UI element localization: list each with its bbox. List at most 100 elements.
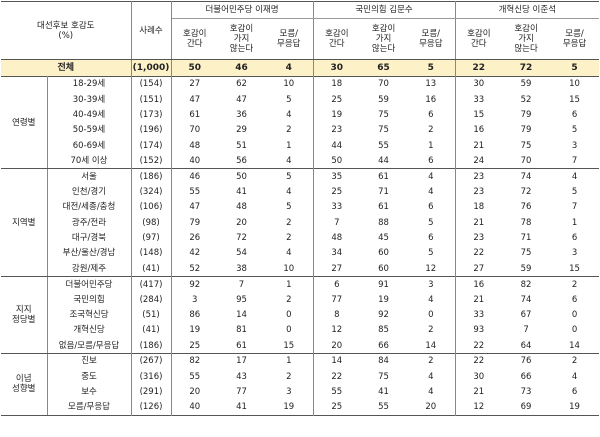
value-cell: 48 <box>189 140 201 151</box>
group-label-line: 성향별 <box>12 384 36 395</box>
col-header-line: 호감이 <box>467 29 491 39</box>
value-cell: 21 <box>473 294 485 305</box>
value-cell: 22 <box>455 59 503 77</box>
value-cell: 91 <box>378 279 389 290</box>
value-cell: 67 <box>520 310 532 321</box>
value-cell: 61 <box>189 109 201 120</box>
sample-size-cell: (1,000) <box>131 59 172 77</box>
value-cell: 70 <box>520 155 532 166</box>
value-cell: 41 <box>236 186 247 197</box>
value-cell: 24 <box>473 155 485 166</box>
value-cell: 0 <box>571 310 578 321</box>
value-cell: 77 <box>331 294 343 305</box>
value-cell: 7 <box>571 155 578 166</box>
col-header-favorable: 호감이 간다 <box>313 18 361 60</box>
value-cell: 7 <box>523 325 529 336</box>
value-cell: 21 <box>473 387 485 397</box>
group-label-line: 지역별 <box>12 217 36 228</box>
row-label: 서울 <box>47 168 132 185</box>
sample-size-cell: (174) <box>131 138 172 154</box>
value-cell: 76 <box>520 202 532 213</box>
value-cell: 16 <box>473 279 485 290</box>
row-label: 중도 <box>47 368 132 385</box>
value-cell: 27 <box>473 263 485 274</box>
table-row: 보수 (291) 20 77 3 55 41 4 21 73 6 <box>1 384 599 400</box>
table-row: 조국혁신당 (51) 86 14 0 8 92 0 33 67 0 <box>1 307 599 323</box>
value-cell: 40 <box>189 402 201 413</box>
row-label: 조국혁신당 <box>47 307 132 323</box>
value-cell: 0 <box>265 307 314 323</box>
value-cell: 2 <box>265 368 314 385</box>
value-cell: 45 <box>378 233 389 244</box>
value-cell: 23 <box>331 125 343 136</box>
value-cell: 75 <box>378 109 389 120</box>
col-header-line: 무응답 <box>277 39 301 49</box>
value-cell: 23 <box>473 186 485 197</box>
value-cell: 1 <box>265 353 314 369</box>
value-cell: 10 <box>265 261 314 277</box>
col-header-line: 모름/ <box>565 29 584 39</box>
value-cell: 30 <box>473 79 485 90</box>
value-cell: 0 <box>571 325 578 336</box>
value-cell: 2 <box>407 322 456 339</box>
value-cell: 22 <box>473 248 485 259</box>
value-cell: 93 <box>473 325 485 336</box>
value-cell: 79 <box>520 125 532 136</box>
value-cell: 5 <box>571 186 578 197</box>
value-cell: 41 <box>378 387 389 397</box>
value-cell: 4 <box>571 371 578 382</box>
value-cell: 66 <box>520 371 532 382</box>
table-row: 부산/울산/경남 (148) 42 54 4 34 60 5 22 75 3 <box>1 245 599 262</box>
sample-size-cell: (417) <box>131 276 172 292</box>
table-row: 국민의힘 (284) 3 95 2 77 19 4 21 74 6 <box>1 291 599 308</box>
row-label: 광주/전라 <box>47 215 132 231</box>
sample-size-cell: (173) <box>131 107 172 123</box>
value-cell: 12 <box>331 325 343 336</box>
sample-size-header: 사례수 <box>131 1 172 60</box>
value-cell: 59 <box>520 79 532 90</box>
value-cell: 0 <box>407 307 456 323</box>
value-cell: 78 <box>520 217 532 228</box>
value-cell: 92 <box>189 279 201 290</box>
value-cell: 14 <box>407 338 456 354</box>
row-label: 부산/울산/경남 <box>47 245 132 262</box>
sample-size-cell: (148) <box>131 245 172 262</box>
value-cell: 16 <box>473 125 485 136</box>
value-cell: 6 <box>334 279 340 290</box>
value-cell: 72 <box>520 186 532 197</box>
value-cell: 1 <box>571 217 578 228</box>
group-label-line: 지지 <box>15 305 32 316</box>
table-row: 연령별 18-29세 (154) 27 62 10 18 70 13 30 59 10 <box>1 76 599 170</box>
value-cell: 6 <box>407 107 456 123</box>
value-cell: 36 <box>236 109 247 120</box>
value-cell: 22 <box>331 371 343 382</box>
value-cell: 72 <box>236 233 247 244</box>
group-label-line: 연령별 <box>12 117 36 128</box>
value-cell: 3 <box>571 248 578 259</box>
value-cell: 30 <box>473 371 485 382</box>
table-row: 지지 정당별 더불어민주당 (417) 92 7 1 6 91 3 16 82 2 <box>1 276 599 355</box>
value-cell: 6 <box>571 233 578 244</box>
group-label-line: 이념 <box>15 374 32 385</box>
row-label: 인천/경기 <box>47 184 132 200</box>
value-cell: 0 <box>265 322 314 339</box>
value-cell: 15 <box>473 109 485 120</box>
group-label: 지지 정당별 <box>1 276 48 355</box>
value-cell: 71 <box>378 186 389 197</box>
col-header-line: 가지 <box>375 34 392 44</box>
value-cell: 60 <box>378 263 389 274</box>
value-cell: 85 <box>378 325 389 336</box>
value-cell: 15 <box>569 94 580 105</box>
value-cell: 21 <box>473 217 485 228</box>
table-row: 중도 (316) 55 43 2 22 75 4 30 66 4 <box>1 368 599 385</box>
col-header-line: 호감이 <box>371 24 396 34</box>
value-cell: 20 <box>407 399 456 416</box>
value-cell: 59 <box>378 94 389 105</box>
value-cell: 12 <box>407 261 456 277</box>
value-cell: 61 <box>378 202 389 213</box>
value-cell: 3 <box>407 276 456 292</box>
sample-size-cell: (41) <box>131 261 172 277</box>
value-cell: 2 <box>265 230 314 246</box>
value-cell: 6 <box>407 230 456 246</box>
row-label: 모름/무응답 <box>47 399 132 416</box>
